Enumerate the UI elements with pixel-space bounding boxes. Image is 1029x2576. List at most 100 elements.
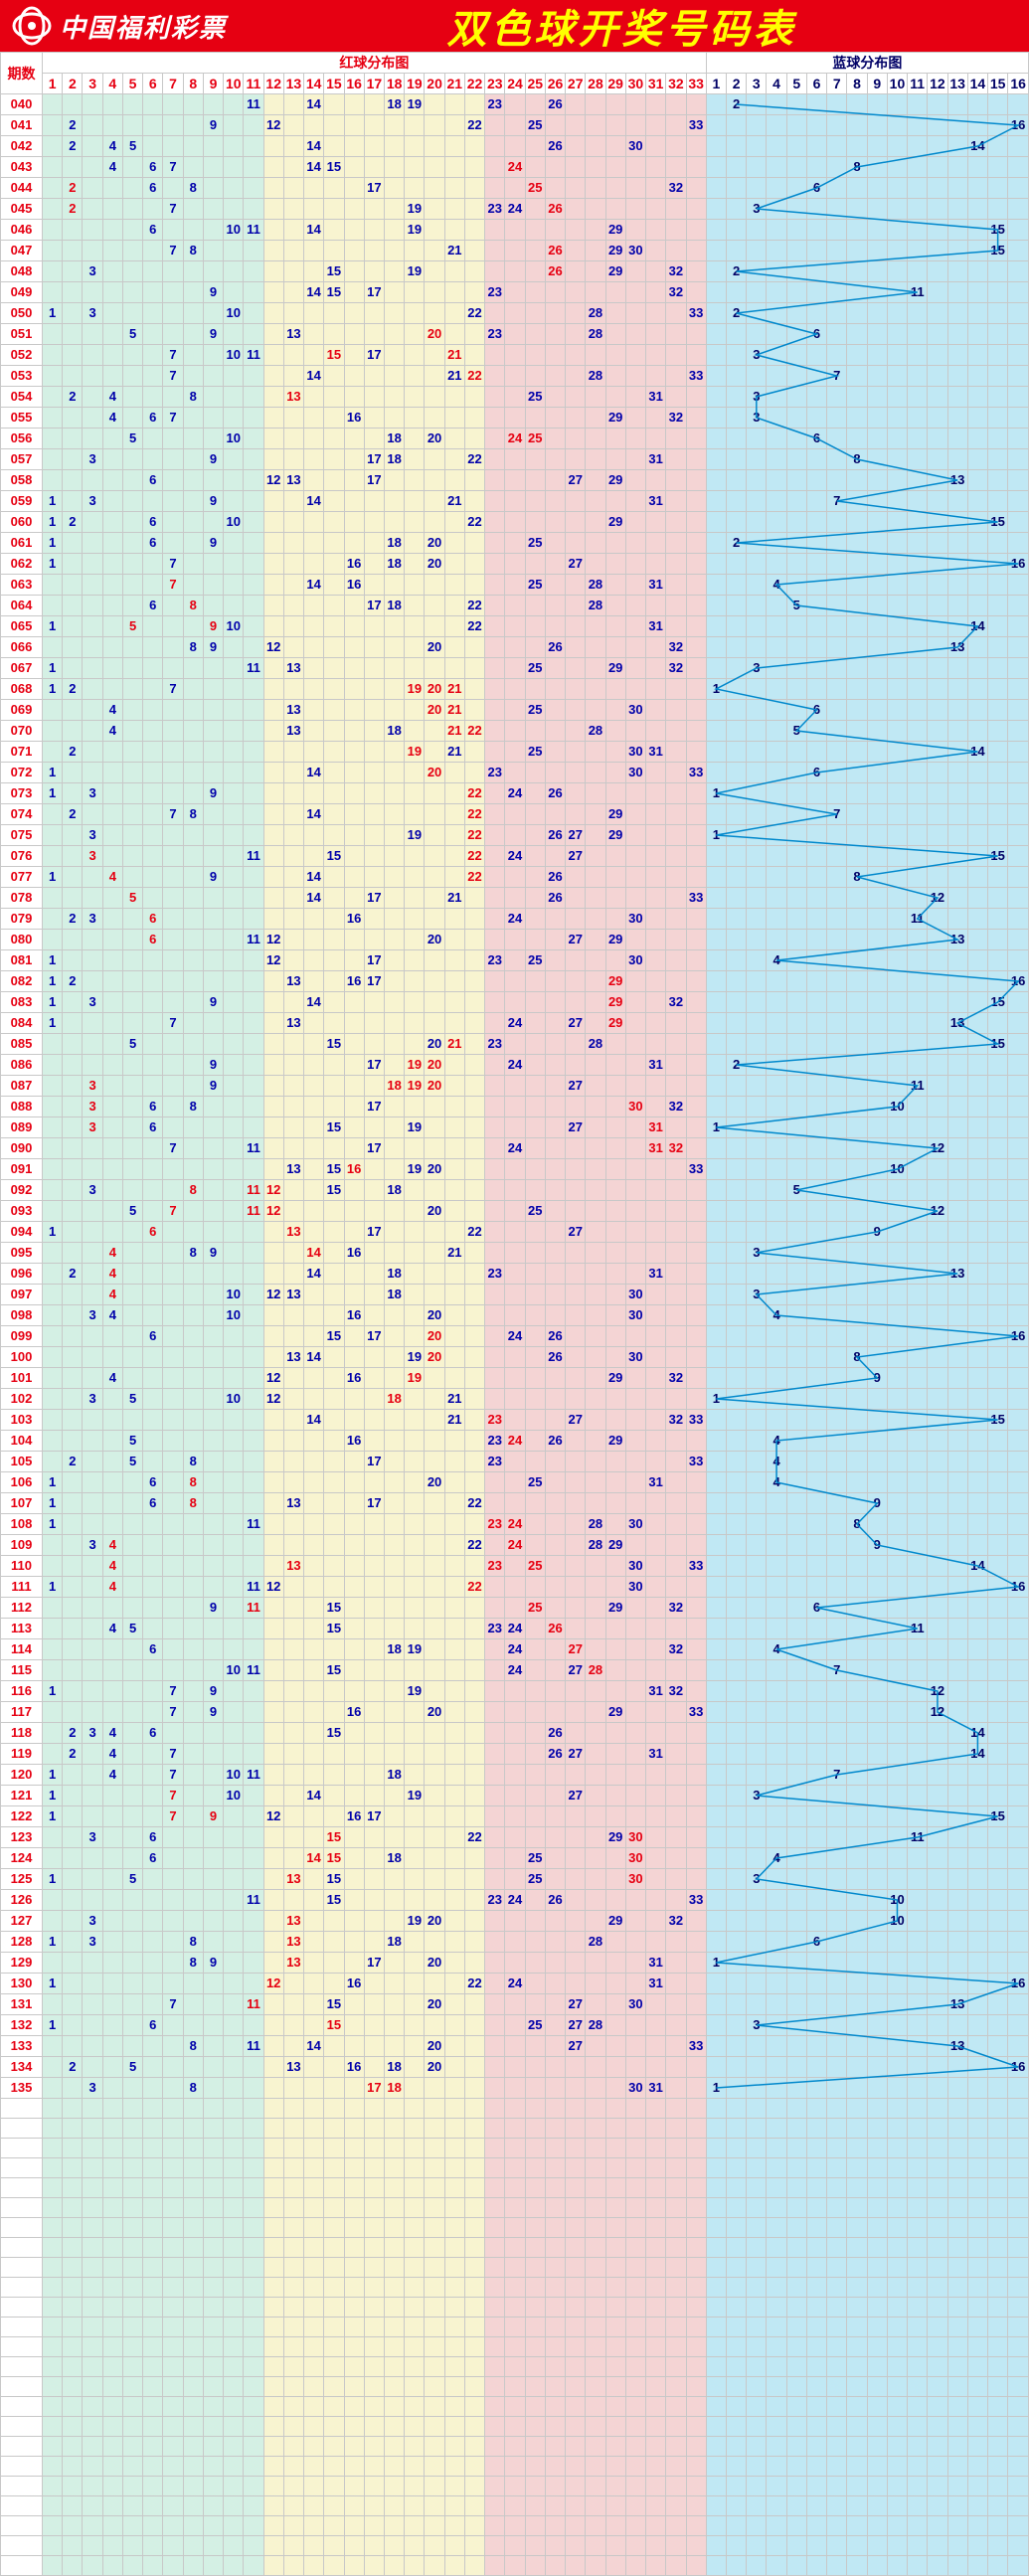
red-cell	[244, 1159, 263, 1180]
blue-cell	[967, 261, 987, 282]
red-cell	[244, 1911, 263, 1932]
red-cell	[122, 94, 142, 115]
red-cell: 20	[425, 1347, 444, 1368]
red-cell	[666, 1535, 686, 1556]
red-cell	[425, 491, 444, 512]
red-cell	[102, 1117, 122, 1138]
red-cell	[283, 596, 303, 616]
red-cell	[83, 220, 102, 241]
red-cell	[83, 1765, 102, 1786]
red-cell	[384, 470, 404, 491]
blue-cell	[1008, 1869, 1029, 1890]
red-cell	[183, 1702, 203, 1723]
blue-cell	[967, 888, 987, 909]
red-cell	[646, 178, 666, 199]
red-cell	[686, 178, 706, 199]
red-cell	[384, 700, 404, 721]
red-cell	[566, 616, 586, 637]
blue-cell	[847, 1848, 867, 1869]
red-cell	[625, 1222, 645, 1243]
red-cell	[83, 637, 102, 658]
red-cell	[63, 1827, 83, 1848]
blue-cell	[847, 616, 867, 637]
red-cell	[545, 1514, 565, 1535]
blue-cell	[967, 1932, 987, 1953]
blue-cell	[887, 2057, 907, 2078]
blue-cell	[908, 1159, 928, 1180]
red-cell	[43, 1368, 63, 1389]
red-cell	[545, 1138, 565, 1159]
red-cell	[525, 1639, 545, 1660]
red-cell	[566, 1869, 586, 1890]
blue-cell	[767, 1222, 786, 1243]
blue-cell	[786, 157, 806, 178]
red-cell: 5	[122, 429, 142, 449]
red-cell: 21	[444, 1389, 464, 1410]
red-cell	[263, 1431, 283, 1452]
blue-cell	[1008, 241, 1029, 261]
red-cell	[304, 1598, 324, 1619]
red-cell	[485, 1535, 505, 1556]
red-cell	[143, 1765, 163, 1786]
red-col-29: 29	[605, 74, 625, 94]
blue-cell	[706, 136, 726, 157]
blue-cell	[786, 1222, 806, 1243]
red-cell	[405, 1410, 425, 1431]
blue-cell	[928, 1660, 947, 1681]
blue-cell	[806, 491, 826, 512]
red-cell	[625, 1368, 645, 1389]
red-cell	[304, 616, 324, 637]
red-cell	[646, 1076, 666, 1097]
blue-cell	[806, 2015, 826, 2036]
red-cell	[686, 1305, 706, 1326]
red-cell	[686, 1848, 706, 1869]
blue-cell	[847, 700, 867, 721]
blue-cell	[928, 992, 947, 1013]
blue-cell	[827, 220, 847, 241]
blue-cell	[706, 1974, 726, 1994]
blue-cell	[1008, 1681, 1029, 1702]
red-cell	[444, 1869, 464, 1890]
red-cell	[686, 930, 706, 950]
blue-cell	[887, 1117, 907, 1138]
blue-cell	[988, 1911, 1008, 1932]
red-cell	[364, 637, 384, 658]
blue-cell	[887, 2078, 907, 2099]
period-cell: 042	[1, 136, 43, 157]
red-cell	[364, 1932, 384, 1953]
red-cell: 29	[605, 1013, 625, 1034]
red-cell: 6	[143, 1472, 163, 1493]
red-cell	[224, 1076, 244, 1097]
red-cell: 29	[605, 220, 625, 241]
red-cell	[143, 554, 163, 575]
red-cell	[666, 742, 686, 763]
period-cell: 124	[1, 1848, 43, 1869]
blue-cell	[867, 1452, 887, 1472]
red-cell	[586, 1201, 605, 1222]
red-cell	[63, 1326, 83, 1347]
blue-cell	[706, 324, 726, 345]
red-cell	[283, 115, 303, 136]
red-cell	[304, 408, 324, 429]
red-cell: 3	[83, 1097, 102, 1117]
blue-cell	[928, 1723, 947, 1744]
red-cell	[183, 1577, 203, 1598]
red-cell	[666, 94, 686, 115]
blue-cell	[786, 825, 806, 846]
red-cell	[163, 1932, 183, 1953]
blue-cell	[1008, 408, 1029, 429]
red-cell	[244, 2015, 263, 2036]
red-cell	[444, 1598, 464, 1619]
blue-cell	[867, 136, 887, 157]
blue-cell	[1008, 366, 1029, 387]
red-cell: 24	[505, 1535, 525, 1556]
blue-cell	[827, 1598, 847, 1619]
blue-cell	[887, 1243, 907, 1264]
red-cell	[444, 971, 464, 992]
red-cell	[122, 491, 142, 512]
blue-cell	[928, 1410, 947, 1431]
red-cell: 23	[485, 763, 505, 783]
period-cell: 129	[1, 1953, 43, 1974]
red-cell	[102, 1326, 122, 1347]
red-cell	[586, 971, 605, 992]
